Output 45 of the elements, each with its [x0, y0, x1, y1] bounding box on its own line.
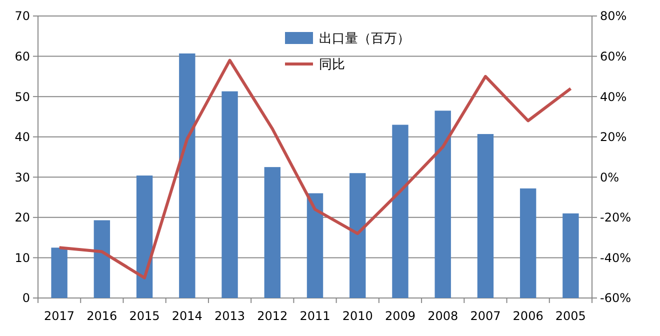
x-tick-label: 2017 [44, 309, 75, 323]
x-tick-label: 2006 [512, 309, 544, 323]
legend-label: 同比 [319, 58, 345, 73]
y2-tick-label: 60% [600, 49, 627, 64]
x-tick-label: 2012 [257, 309, 288, 323]
x-tick-label: 2011 [300, 309, 330, 323]
bar [136, 176, 153, 298]
y-tick-label: 0 [22, 291, 30, 306]
legend-label: 出口量（百万） [319, 32, 410, 47]
bar [434, 110, 451, 298]
y2-tick-label: 20% [600, 130, 627, 144]
y2-tick-label: 80% [600, 9, 627, 24]
x-tick-label: 2014 [172, 309, 202, 323]
y-tick-label: 70 [14, 9, 30, 24]
x-tick-label: 2007 [470, 309, 501, 323]
bar [520, 188, 536, 298]
x-tick-label: 2005 [555, 309, 586, 323]
y2-tick-label: 40% [600, 90, 627, 104]
y-tick-label: 50 [14, 90, 30, 104]
y-tick-label: 40 [14, 130, 30, 144]
x-tick-label: 2010 [342, 309, 373, 323]
line-series [58, 58, 572, 280]
bar [222, 91, 238, 298]
x-tick-label: 2008 [428, 309, 458, 323]
x-tick-label: 2016 [86, 309, 118, 323]
bar [94, 220, 110, 298]
y2-tick-label: 0% [600, 170, 620, 184]
bar [350, 173, 366, 298]
y-tick-label: 60 [14, 49, 30, 64]
y2-tick-label: -40% [600, 250, 632, 265]
bar [477, 134, 494, 298]
bar [562, 213, 579, 298]
bar [392, 124, 408, 298]
y2-tick-label: -20% [600, 210, 632, 225]
x-tick-label: 2015 [129, 309, 160, 323]
bar [264, 167, 280, 298]
y-tick-label: 10 [14, 250, 30, 265]
bar [179, 53, 196, 298]
x-tick-label: 2009 [384, 309, 416, 323]
bar [306, 193, 324, 298]
y2-tick-label: -60% [600, 291, 632, 306]
y-tick-label: 20 [14, 210, 30, 225]
y-tick-label: 30 [14, 170, 30, 184]
bar [51, 248, 68, 298]
x-tick-label: 2013 [214, 309, 246, 323]
